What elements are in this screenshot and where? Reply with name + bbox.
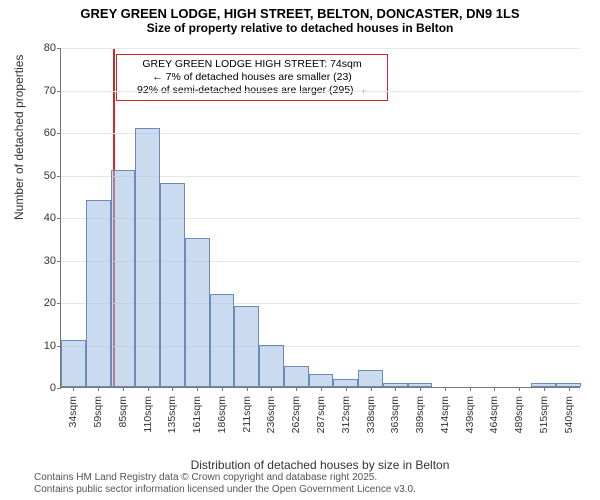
xtick-label: 389sqm <box>414 396 426 433</box>
ytick-label: 60 <box>26 127 56 139</box>
ytick-label: 70 <box>26 85 56 97</box>
histogram-bar <box>333 379 358 388</box>
xtick-label: 135sqm <box>166 396 178 433</box>
xtick-mark <box>569 387 570 391</box>
xtick-mark <box>420 387 421 391</box>
annotation-line2: ← 7% of detached houses are smaller (23) <box>123 71 381 84</box>
xtick-mark <box>296 387 297 391</box>
xtick-label: 489sqm <box>513 396 525 433</box>
xtick-mark <box>445 387 446 391</box>
xtick-mark <box>98 387 99 391</box>
xtick-label: 186sqm <box>216 396 228 433</box>
ytick-label: 30 <box>26 255 56 267</box>
xtick-label: 515sqm <box>538 396 550 433</box>
xtick-label: 287sqm <box>315 396 327 433</box>
ytick-label: 0 <box>26 382 56 394</box>
chart-subtitle: Size of property relative to detached ho… <box>0 21 600 35</box>
xtick-label: 338sqm <box>365 396 377 433</box>
ytick-label: 40 <box>26 212 56 224</box>
ytick-mark <box>57 261 61 262</box>
histogram-bar <box>234 306 259 387</box>
histogram-bar <box>358 370 383 387</box>
xtick-label: 85sqm <box>117 396 129 428</box>
xtick-mark <box>73 387 74 391</box>
plot-area: GREY GREEN LODGE HIGH STREET: 74sqm ← 7%… <box>60 48 580 388</box>
ytick-label: 50 <box>26 170 56 182</box>
xtick-mark <box>321 387 322 391</box>
chart-title: GREY GREEN LODGE, HIGH STREET, BELTON, D… <box>0 6 600 21</box>
ytick-mark <box>57 388 61 389</box>
xtick-label: 236sqm <box>265 396 277 433</box>
xtick-mark <box>371 387 372 391</box>
xtick-mark <box>395 387 396 391</box>
histogram-bar <box>111 170 136 387</box>
ytick-label: 80 <box>26 42 56 54</box>
xtick-label: 161sqm <box>191 396 203 433</box>
histogram-bar <box>210 294 235 388</box>
xtick-label: 59sqm <box>92 396 104 428</box>
xtick-mark <box>271 387 272 391</box>
xtick-mark <box>519 387 520 391</box>
gridline <box>61 48 580 49</box>
xtick-mark <box>346 387 347 391</box>
xtick-label: 439sqm <box>464 396 476 433</box>
footer: Contains HM Land Registry data © Crown c… <box>34 472 416 496</box>
xtick-label: 414sqm <box>439 396 451 433</box>
histogram-bar <box>309 374 334 387</box>
xtick-mark <box>494 387 495 391</box>
xtick-mark <box>197 387 198 391</box>
xtick-label: 262sqm <box>290 396 302 433</box>
ytick-mark <box>57 133 61 134</box>
xtick-label: 211sqm <box>241 396 253 433</box>
xtick-label: 110sqm <box>142 396 154 433</box>
histogram-bar <box>259 345 284 388</box>
xtick-mark <box>544 387 545 391</box>
xtick-mark <box>222 387 223 391</box>
histogram-bar <box>135 128 160 387</box>
ytick-mark <box>57 303 61 304</box>
ytick-mark <box>57 91 61 92</box>
x-axis-label: Distribution of detached houses by size … <box>60 458 580 472</box>
xtick-mark <box>123 387 124 391</box>
annotation-box: GREY GREEN LODGE HIGH STREET: 74sqm ← 7%… <box>116 54 388 101</box>
ytick-mark <box>57 218 61 219</box>
ytick-mark <box>57 48 61 49</box>
annotation-line1: GREY GREEN LODGE HIGH STREET: 74sqm <box>123 58 381 71</box>
xtick-mark <box>148 387 149 391</box>
footer-line2: Contains public sector information licen… <box>34 484 416 496</box>
ytick-mark <box>57 176 61 177</box>
histogram-bar <box>61 340 86 387</box>
histogram-bar <box>86 200 111 387</box>
xtick-label: 464sqm <box>488 396 500 433</box>
xtick-mark <box>470 387 471 391</box>
ytick-label: 20 <box>26 297 56 309</box>
xtick-mark <box>172 387 173 391</box>
footer-line1: Contains HM Land Registry data © Crown c… <box>34 472 416 484</box>
histogram-bar <box>160 183 185 387</box>
chart-title-block: GREY GREEN LODGE, HIGH STREET, BELTON, D… <box>0 0 600 35</box>
y-axis-label: Number of detached properties <box>12 55 26 220</box>
gridline <box>61 91 580 92</box>
xtick-label: 34sqm <box>67 396 79 428</box>
chart-area: GREY GREEN LODGE HIGH STREET: 74sqm ← 7%… <box>60 48 580 418</box>
xtick-label: 363sqm <box>389 396 401 433</box>
ytick-label: 10 <box>26 340 56 352</box>
histogram-bar <box>284 366 309 387</box>
xtick-label: 540sqm <box>563 396 575 433</box>
xtick-label: 312sqm <box>340 396 352 433</box>
histogram-bar <box>185 238 210 387</box>
xtick-mark <box>247 387 248 391</box>
